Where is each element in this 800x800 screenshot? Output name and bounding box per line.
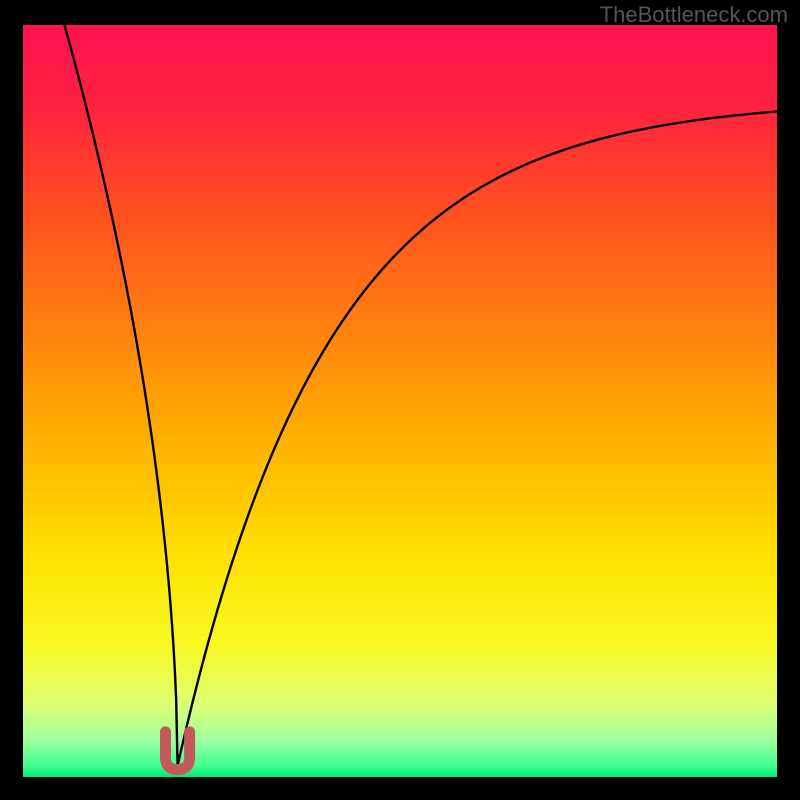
gradient-background bbox=[23, 25, 777, 777]
plot-area bbox=[23, 25, 777, 777]
watermark-text: TheBottleneck.com bbox=[600, 2, 788, 28]
figure-root: TheBottleneck.com bbox=[0, 0, 800, 800]
plot-svg bbox=[23, 25, 777, 777]
